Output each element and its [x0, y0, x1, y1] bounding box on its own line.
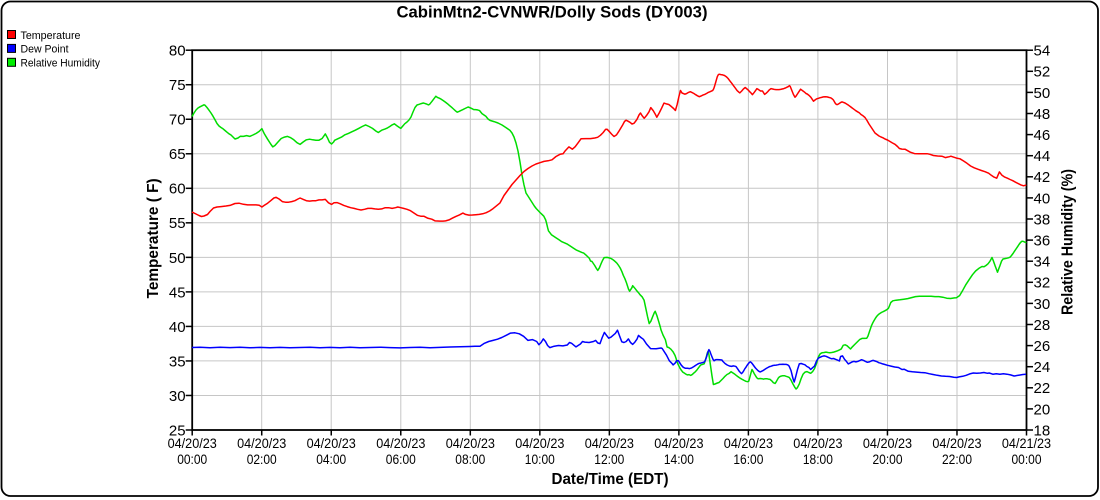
svg-text:38: 38 — [1034, 211, 1051, 228]
svg-text:Relative Humidity (%): Relative Humidity (%) — [1060, 169, 1077, 315]
svg-text:04/20/23: 04/20/23 — [515, 435, 564, 451]
svg-text:50: 50 — [169, 250, 186, 267]
svg-text:80: 80 — [169, 43, 186, 60]
svg-text:04/20/23: 04/20/23 — [168, 435, 217, 451]
svg-text:30: 30 — [1034, 296, 1051, 313]
svg-text:00:00: 00:00 — [1012, 451, 1042, 467]
svg-text:42: 42 — [1034, 169, 1051, 186]
svg-text:14:00: 14:00 — [664, 451, 694, 467]
svg-text:40: 40 — [169, 319, 186, 336]
svg-text:26: 26 — [1034, 338, 1051, 355]
svg-text:02:00: 02:00 — [247, 451, 277, 467]
svg-text:22:00: 22:00 — [942, 451, 972, 467]
svg-text:Temperature: Temperature — [21, 30, 81, 42]
svg-text:04/21/23: 04/21/23 — [1002, 435, 1051, 451]
svg-text:25: 25 — [169, 422, 186, 439]
svg-text:32: 32 — [1034, 275, 1051, 292]
svg-text:45: 45 — [169, 284, 186, 301]
svg-text:20: 20 — [1034, 401, 1051, 418]
svg-text:28: 28 — [1034, 317, 1051, 334]
svg-text:75: 75 — [169, 77, 186, 94]
svg-text:08:00: 08:00 — [455, 451, 485, 467]
svg-text:54: 54 — [1034, 43, 1051, 60]
svg-text:24: 24 — [1034, 359, 1051, 376]
svg-text:18: 18 — [1034, 422, 1051, 439]
svg-text:Dew Point: Dew Point — [21, 44, 69, 56]
svg-text:44: 44 — [1034, 148, 1051, 165]
svg-text:36: 36 — [1034, 233, 1051, 250]
svg-text:16:00: 16:00 — [733, 451, 763, 467]
svg-text:50: 50 — [1034, 85, 1051, 102]
svg-text:Temperature ( F): Temperature ( F) — [145, 178, 162, 298]
svg-text:04/20/23: 04/20/23 — [585, 435, 634, 451]
svg-text:20:00: 20:00 — [873, 451, 903, 467]
svg-text:60: 60 — [169, 181, 186, 198]
svg-text:04/20/23: 04/20/23 — [237, 435, 286, 451]
svg-text:70: 70 — [169, 112, 186, 129]
svg-text:04/20/23: 04/20/23 — [932, 435, 981, 451]
svg-text:04/20/23: 04/20/23 — [793, 435, 842, 451]
svg-text:04:00: 04:00 — [316, 451, 346, 467]
svg-text:04/20/23: 04/20/23 — [307, 435, 356, 451]
svg-text:10:00: 10:00 — [525, 451, 555, 467]
svg-text:CabinMtn2-CVNWR/Dolly Sods (DY: CabinMtn2-CVNWR/Dolly Sods (DY003) — [397, 3, 708, 22]
svg-text:04/20/23: 04/20/23 — [724, 435, 773, 451]
svg-text:22: 22 — [1034, 380, 1051, 397]
svg-text:18:00: 18:00 — [803, 451, 833, 467]
svg-text:65: 65 — [169, 146, 186, 163]
svg-text:52: 52 — [1034, 64, 1051, 81]
svg-text:48: 48 — [1034, 106, 1051, 123]
svg-text:34: 34 — [1034, 254, 1051, 271]
svg-text:12:00: 12:00 — [594, 451, 624, 467]
svg-text:55: 55 — [169, 215, 186, 232]
svg-text:04/20/23: 04/20/23 — [446, 435, 495, 451]
svg-text:40: 40 — [1034, 190, 1051, 207]
svg-text:06:00: 06:00 — [386, 451, 416, 467]
svg-text:04/20/23: 04/20/23 — [863, 435, 912, 451]
svg-text:35: 35 — [169, 353, 186, 370]
svg-text:30: 30 — [169, 388, 186, 405]
svg-text:Relative Humidity: Relative Humidity — [21, 58, 101, 70]
svg-text:00:00: 00:00 — [177, 451, 207, 467]
svg-text:04/20/23: 04/20/23 — [376, 435, 425, 451]
svg-text:04/20/23: 04/20/23 — [654, 435, 703, 451]
svg-text:Date/Time (EDT): Date/Time (EDT) — [552, 471, 669, 488]
svg-text:46: 46 — [1034, 127, 1051, 144]
